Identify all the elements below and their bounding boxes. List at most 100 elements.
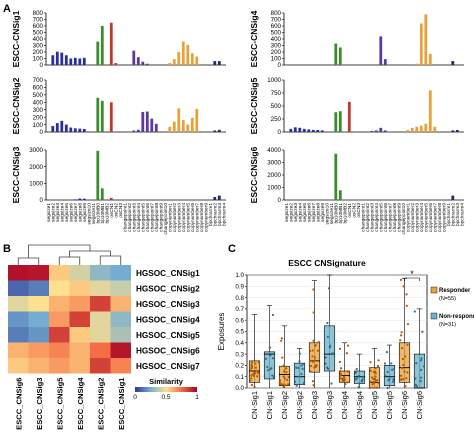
x-tick-label: bpchrarm2 <box>212 203 218 226</box>
y-tick-label: 800 <box>33 10 44 17</box>
bar <box>60 52 64 65</box>
heatmap-col-label: ESCC_CNSig5 <box>55 377 64 430</box>
data-point <box>267 369 270 372</box>
x-tick-label: segsize11 <box>329 203 335 225</box>
data-point <box>371 383 374 386</box>
bar <box>172 121 176 132</box>
colorbar-tick-label: 0 <box>133 394 137 401</box>
dendrogram-link <box>99 255 122 265</box>
bar <box>338 190 342 200</box>
bar <box>415 126 419 132</box>
heatmap-cell <box>69 342 90 358</box>
heatmap-cell <box>110 265 131 281</box>
data-point <box>287 383 290 386</box>
data-point <box>250 361 254 364</box>
heatmap-cell <box>110 311 131 327</box>
bar <box>451 130 455 132</box>
heatmap-cell <box>8 311 29 327</box>
x-tick-label: copynumber3 <box>414 203 420 232</box>
x-tick-label: copynumber8 <box>437 203 443 232</box>
bar <box>451 61 455 65</box>
data-point <box>377 382 380 385</box>
significance-label: * <box>410 269 414 279</box>
x-tick-label: CN-Sig1 <box>250 391 259 419</box>
x-tick-label: osCN2 <box>351 203 357 218</box>
data-point <box>374 379 377 382</box>
box-10 <box>383 344 396 390</box>
y-tick-label: 1.0 <box>235 272 244 279</box>
data-point <box>386 386 389 390</box>
bar <box>181 120 185 132</box>
box-body <box>368 367 381 389</box>
data-point <box>419 379 422 383</box>
heatmap-col-label: ESCC_CNSig4 <box>76 377 85 430</box>
data-point <box>406 371 409 374</box>
y-tick-label: 1000 <box>267 77 281 84</box>
data-point <box>374 366 377 370</box>
x-tick-label: copynumber5 <box>423 203 429 232</box>
dendrogram-link <box>28 244 91 258</box>
y-tick-label: 700 <box>33 77 44 84</box>
data-point <box>295 366 298 369</box>
x-tick-label: segsize10 <box>86 203 92 225</box>
data-point <box>338 347 342 350</box>
data-point <box>313 356 317 359</box>
y-tick-label: 0 <box>278 129 282 136</box>
y-tick-label: 600 <box>271 23 282 30</box>
data-point <box>405 377 408 380</box>
data-point <box>285 367 288 370</box>
y-tick-label: 200 <box>271 49 282 56</box>
data-point <box>324 362 327 365</box>
heatmap-cell <box>110 358 131 374</box>
data-point <box>313 366 316 369</box>
heatmap-cell <box>49 327 70 343</box>
data-point <box>297 366 300 370</box>
data-point <box>312 339 315 342</box>
x-tick-label: CN-Sig3 <box>310 391 319 419</box>
dendrogram <box>17 244 122 265</box>
y-tick-label: 600 <box>33 85 44 92</box>
y-tick-label: 0.3 <box>235 351 244 358</box>
x-tick-label: changepoint6 <box>145 203 151 232</box>
x-tick-label: CN-Sig5 <box>370 391 379 419</box>
bar <box>338 47 342 65</box>
data-point <box>406 323 410 326</box>
x-tick-label: bpchrarm2 <box>450 203 456 226</box>
data-point <box>282 364 285 367</box>
data-point <box>338 360 342 364</box>
bar <box>55 123 59 132</box>
bar <box>213 197 217 200</box>
heatmap-col-label: ESCC_CNSig6 <box>14 378 23 430</box>
data-point <box>327 287 331 290</box>
data-point <box>387 379 390 382</box>
heatmap-row-label: HGSOC_CNSig2 <box>136 284 200 293</box>
bar <box>100 100 104 132</box>
x-tick-label: bpchrarm1 <box>446 203 452 226</box>
data-point <box>326 321 329 325</box>
bar <box>73 128 77 132</box>
x-tick-label: copynumber1 <box>167 203 173 232</box>
data-point <box>282 370 286 373</box>
x-tick-label: segsize8 <box>315 203 321 222</box>
data-point <box>298 352 302 355</box>
x-tick-label: bp10MB2 <box>104 203 110 224</box>
data-point <box>392 367 396 370</box>
data-point <box>402 285 405 288</box>
y-tick-label: 0 <box>40 197 44 204</box>
data-point <box>332 352 335 356</box>
x-tick-label: bpchrarm3 <box>217 203 223 226</box>
data-point <box>400 334 403 337</box>
data-point <box>376 365 380 368</box>
x-tick-label: copynumber9 <box>441 203 447 232</box>
data-point <box>312 383 315 387</box>
x-tick-label: copynumber2 <box>410 203 416 232</box>
data-point <box>314 344 317 347</box>
bar <box>455 129 459 132</box>
bar <box>82 198 86 200</box>
bar <box>424 14 428 66</box>
data-point <box>278 379 282 382</box>
heatmap-row-label: HGSOC_CNSig4 <box>136 315 200 324</box>
bar <box>302 128 306 132</box>
data-point <box>282 383 285 386</box>
bar <box>217 61 221 65</box>
